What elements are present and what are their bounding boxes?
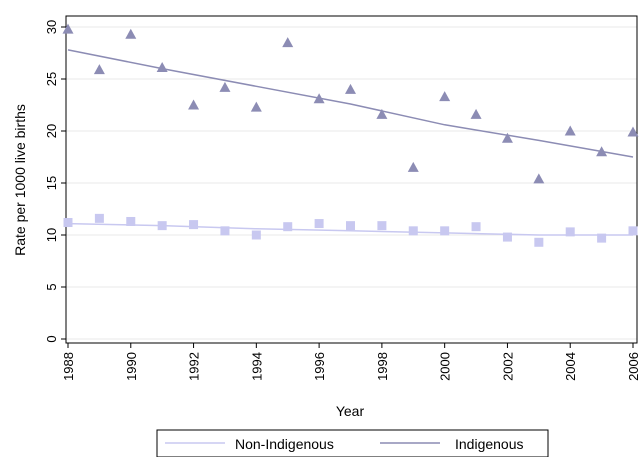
data-point-non-indigenous bbox=[502, 232, 512, 242]
y-axis: 0 5 10 15 20 25 30 bbox=[44, 20, 66, 343]
data-point-indigenous bbox=[188, 99, 200, 110]
data-point-indigenous bbox=[627, 126, 639, 137]
legend-label-indigenous: Indigenous bbox=[455, 436, 524, 452]
x-tick-label: 2002 bbox=[500, 352, 515, 381]
x-tick-label: 1994 bbox=[249, 352, 264, 381]
data-point-non-indigenous bbox=[440, 226, 450, 236]
data-point-indigenous bbox=[439, 91, 451, 102]
data-point-non-indigenous bbox=[157, 221, 167, 231]
data-point-indigenous bbox=[596, 146, 608, 157]
data-point-non-indigenous bbox=[377, 221, 387, 231]
data-point-non-indigenous bbox=[189, 220, 199, 230]
data-point-non-indigenous bbox=[534, 237, 544, 247]
x-tick-label: 1988 bbox=[61, 352, 76, 381]
data-point-indigenous bbox=[125, 28, 137, 39]
data-point-non-indigenous bbox=[471, 222, 481, 232]
data-point-indigenous bbox=[407, 161, 419, 172]
trend-line-indigenous bbox=[67, 49, 634, 158]
data-point-non-indigenous bbox=[346, 221, 355, 231]
y-tick-label: 0 bbox=[44, 335, 59, 342]
trend-lines bbox=[67, 49, 634, 236]
data-point-non-indigenous bbox=[251, 230, 261, 240]
x-tick-label: 1998 bbox=[375, 352, 390, 381]
data-point-non-indigenous bbox=[63, 218, 73, 228]
y-tick-label: 10 bbox=[44, 228, 59, 242]
data-point-indigenous bbox=[156, 62, 168, 73]
data-point-non-indigenous bbox=[283, 222, 293, 232]
data-point-indigenous bbox=[250, 101, 262, 112]
data-point-non-indigenous bbox=[597, 233, 607, 243]
data-point-non-indigenous bbox=[565, 227, 575, 237]
plot-frame bbox=[65, 15, 638, 344]
data-point-indigenous bbox=[93, 64, 105, 75]
x-tick-label: 1992 bbox=[187, 352, 202, 381]
data-point-non-indigenous bbox=[94, 213, 104, 223]
x-tick-label: 1996 bbox=[312, 352, 327, 381]
legend-label-non-indigenous: Non-Indigenous bbox=[235, 436, 334, 452]
data-point-indigenous bbox=[219, 81, 231, 92]
x-axis: 1988 1990 1992 1994 1996 1998 2000 2002 2004 2006 bbox=[61, 343, 639, 381]
data-point-indigenous bbox=[62, 23, 74, 34]
y-tick-label: 20 bbox=[44, 124, 59, 138]
data-point-indigenous bbox=[470, 108, 482, 119]
data-point-indigenous bbox=[345, 83, 356, 94]
y-axis-title: Rate per 1000 live births bbox=[12, 104, 28, 256]
y-tick-label: 30 bbox=[44, 20, 59, 34]
x-tick-label: 1990 bbox=[124, 352, 139, 381]
data-point-indigenous bbox=[564, 125, 576, 136]
x-tick-label: 2004 bbox=[563, 352, 578, 381]
x-axis-title: Year bbox=[336, 403, 365, 419]
y-tick-label: 5 bbox=[44, 283, 59, 290]
data-point-indigenous bbox=[376, 108, 388, 119]
data-point-indigenous bbox=[501, 132, 513, 143]
data-point-non-indigenous bbox=[314, 219, 324, 229]
y-tick-label: 15 bbox=[44, 176, 59, 190]
y-tick-label: 25 bbox=[44, 72, 59, 86]
data-point-non-indigenous bbox=[126, 216, 136, 226]
legend: Non-Indigenous Indigenous bbox=[156, 429, 549, 457]
x-tick-label: 2000 bbox=[438, 352, 453, 381]
data-point-non-indigenous bbox=[220, 226, 230, 236]
data-point-non-indigenous bbox=[628, 226, 638, 236]
gridlines bbox=[66, 26, 637, 340]
data-point-non-indigenous bbox=[408, 226, 418, 236]
data-points bbox=[62, 23, 639, 247]
x-tick-label: 2006 bbox=[626, 352, 639, 381]
data-point-indigenous bbox=[313, 93, 325, 104]
data-point-indigenous bbox=[533, 173, 545, 184]
data-point-indigenous bbox=[282, 37, 294, 48]
